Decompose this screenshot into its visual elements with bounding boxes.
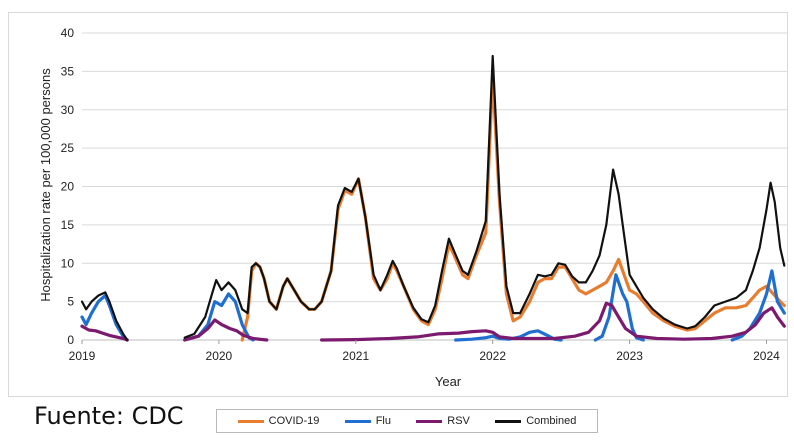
x-axis-ticks: 2019 2020 2021 2022 2023 2024 <box>69 340 780 363</box>
x-tick-label: 2024 <box>753 349 780 363</box>
series-line-combined <box>183 54 786 339</box>
legend-swatch <box>344 419 371 423</box>
legend-swatch <box>237 419 264 423</box>
series-line-rsv <box>183 318 269 342</box>
source-note: Fuente: CDC <box>34 402 184 430</box>
legend-item: RSV <box>416 415 470 427</box>
plot-frame <box>8 12 788 397</box>
legend-swatch <box>416 419 443 423</box>
y-tick-label: 25 <box>61 141 75 155</box>
y-tick-label: 40 <box>61 26 75 40</box>
y-tick-label: 20 <box>61 180 75 194</box>
y-axis-ticks: 0 5 10 15 20 25 30 35 40 <box>61 26 75 347</box>
series-line-rsv <box>80 324 129 342</box>
legend-item: Flu <box>344 415 391 427</box>
series-lines <box>80 54 786 342</box>
y-tick-label: 0 <box>67 333 74 347</box>
y-tick-label: 15 <box>61 218 75 232</box>
series-line-combined <box>80 291 129 342</box>
x-axis-label: Year <box>435 374 462 389</box>
series-line-flu <box>730 269 786 342</box>
legend-label: Flu <box>375 415 391 427</box>
x-tick-label: 2022 <box>479 349 506 363</box>
x-tick-label: 2021 <box>342 349 369 363</box>
legend-label: RSV <box>447 415 470 427</box>
legend-label: COVID-19 <box>268 415 320 427</box>
x-tick-label: 2019 <box>69 349 96 363</box>
x-tick-label: 2020 <box>206 349 233 363</box>
legend-label: Combined <box>526 415 577 427</box>
legend-swatch <box>495 419 522 423</box>
legend-item: Combined <box>495 415 576 427</box>
legend: COVID-19 Flu RSV Combined <box>216 409 598 433</box>
x-tick-label: 2023 <box>616 349 643 363</box>
y-tick-label: 35 <box>61 64 75 78</box>
legend-item: COVID-19 <box>237 415 320 427</box>
y-tick-label: 30 <box>61 103 75 117</box>
y-axis-label: Hospitalization rate per 100,000 persons <box>38 68 53 302</box>
series-line-rsv <box>320 301 786 342</box>
y-tick-label: 5 <box>67 295 74 309</box>
y-tick-label: 10 <box>61 256 75 270</box>
series-line-flu <box>80 293 129 342</box>
